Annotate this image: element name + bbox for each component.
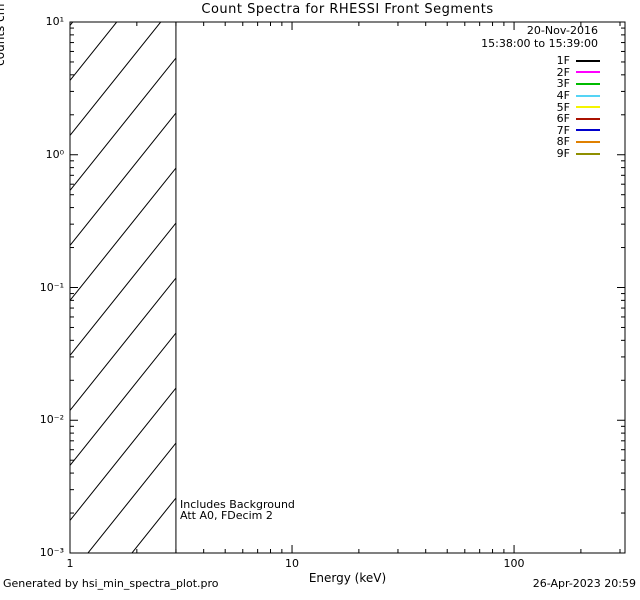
legend-color-line xyxy=(576,59,600,62)
legend-label: 6F xyxy=(556,112,570,126)
legend-label: 3F xyxy=(556,77,570,91)
chart-title: Count Spectra for RHESSI Front Segments xyxy=(201,2,494,17)
legend-item-5f: 5F xyxy=(557,101,600,113)
y-tick-1e-2: 10⁻² xyxy=(39,413,64,426)
y-tick-1e-1: 10⁻¹ xyxy=(39,281,64,294)
plot-timestamp: 26-Apr-2023 20:59 xyxy=(532,577,636,590)
legend-item-9f: 9F xyxy=(557,148,600,160)
x-axis-label: Energy (keV) xyxy=(308,571,387,585)
legend-label: 8F xyxy=(556,135,570,149)
legend-color-line xyxy=(576,106,600,109)
legend-color-line xyxy=(576,117,600,120)
legend-color-line xyxy=(576,140,600,143)
legend-label: 9F xyxy=(556,147,570,161)
legend-item-4f: 4F xyxy=(557,90,600,102)
legend-label: 2F xyxy=(556,65,570,79)
legend-item-1f: 1F xyxy=(557,55,600,67)
legend-item-2f: 2F xyxy=(557,67,600,79)
legend-color-line xyxy=(576,129,600,132)
legend-label: 5F xyxy=(556,100,570,114)
legend-label: 1F xyxy=(556,54,570,68)
x-tick-10: 10 xyxy=(285,557,299,570)
observation-time-range: 15:38:00 to 15:39:00 xyxy=(481,37,598,50)
legend-label: 7F xyxy=(556,123,570,137)
legend-color-line xyxy=(576,82,600,85)
legend-item-8f: 8F xyxy=(557,136,600,148)
legend-label: 4F xyxy=(556,89,570,103)
y-tick-1e1: 10¹ xyxy=(45,15,64,28)
legend-color-line xyxy=(576,152,600,155)
legend-color-line xyxy=(576,94,600,97)
legend-item-6f: 6F xyxy=(557,113,600,125)
legend-item-7f: 7F xyxy=(557,125,600,137)
legend-item-3f: 3F xyxy=(557,78,600,90)
annotation-includes-background: Includes Background xyxy=(180,498,295,511)
legend: 1F 2F 3F 4F 5F 6F 7F 8F xyxy=(557,55,600,159)
observation-date: 20-Nov-2016 xyxy=(526,24,598,37)
x-tick-100: 100 xyxy=(503,557,525,570)
annotation-att-fdecim: Att A0, FDecim 2 xyxy=(180,509,273,522)
y-tick-1e-3: 10⁻³ xyxy=(39,546,64,559)
legend-color-line xyxy=(576,71,600,74)
x-tick-1: 1 xyxy=(66,557,74,570)
generated-by-text: Generated by hsi_min_spectra_plot.pro xyxy=(3,577,219,590)
y-tick-1e0: 10⁰ xyxy=(45,148,64,161)
